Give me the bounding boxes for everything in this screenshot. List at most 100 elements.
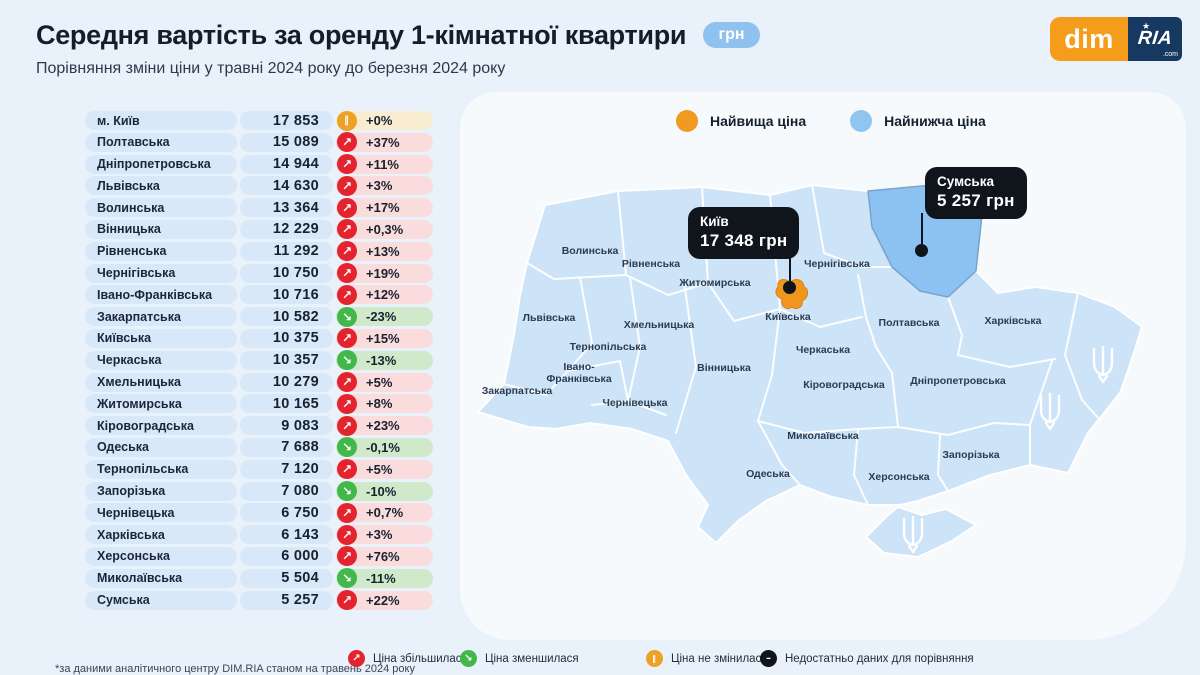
currency-badge: грн	[703, 21, 760, 48]
change-pill: ↗ +37%	[336, 132, 433, 153]
trident-icon-donetsk	[1039, 392, 1061, 431]
trend-icon: ↗	[337, 502, 357, 523]
region-name: Вінницька	[85, 219, 237, 239]
kyiv-callout: Київ 17 348 грн	[688, 207, 800, 259]
table-row: Житомирська 10 165 ↗ +8%	[85, 393, 433, 414]
table-row: Волинська 13 364 ↗ +17%	[85, 197, 433, 218]
trend-icon: ↘	[337, 481, 357, 502]
change-percent: +37%	[366, 134, 400, 150]
table-row: Рівненська 11 292 ↗ +13%	[85, 241, 433, 262]
table-row: Сумська 5 257 ↗ +22%	[85, 590, 433, 611]
region-name: Дніпропетровська	[85, 154, 237, 174]
region-label: Дніпропетровська	[910, 375, 1006, 387]
region-name: Чернігівська	[85, 263, 237, 283]
trend-icon: ↗	[337, 241, 357, 262]
footer-legend-label: Ціна зменшилася	[485, 652, 579, 665]
change-percent: +8%	[366, 396, 393, 412]
trend-icon: ↗	[337, 197, 357, 218]
region-name: Закарпатська	[85, 307, 237, 327]
table-row: Херсонська 6 000 ↗ +76%	[85, 546, 433, 567]
table-row: Чернівецька 6 750 ↗ +0,7%	[85, 502, 433, 523]
change-percent: +13%	[366, 243, 400, 259]
region-name: Кіровоградська	[85, 416, 237, 436]
region-name: Харківська	[85, 525, 237, 545]
trend-icon: ↘	[337, 350, 357, 371]
callout-value: 5 257 грн	[937, 191, 1015, 210]
table-row: Запорізька 7 080 ↘ -10%	[85, 481, 433, 502]
footer-legend-label: Недостатньо даних для порівняння	[785, 652, 974, 665]
region-label: Харківська	[984, 315, 1041, 327]
price-value: 6 750	[240, 503, 333, 523]
change-pill: ↗ +13%	[336, 241, 433, 262]
change-pill: ↘ -23%	[336, 306, 433, 327]
price-value: 10 582	[240, 307, 333, 327]
change-percent: +3%	[366, 178, 393, 194]
change-pill: ↗ +8%	[336, 393, 433, 414]
change-percent: +22%	[366, 592, 400, 608]
change-pill: ↗ +22%	[336, 590, 433, 611]
sumska-callout: Сумська 5 257 грн	[925, 167, 1027, 219]
price-value: 12 229	[240, 219, 333, 239]
change-pill: ↗ +5%	[336, 459, 433, 480]
trend-icon: ‖	[337, 110, 357, 131]
change-pill: ↗ +15%	[336, 328, 433, 349]
footer-legend-up: ↗ Ціна збільшилася	[348, 650, 468, 667]
region-label: Хмельницька	[624, 319, 695, 331]
trend-icon: ↗	[337, 459, 357, 480]
table-row: Львівська 14 630 ↗ +3%	[85, 175, 433, 196]
table-row: Чернігівська 10 750 ↗ +19%	[85, 263, 433, 284]
table-row: Полтавська 15 089 ↗ +37%	[85, 132, 433, 153]
price-value: 7 080	[240, 481, 333, 501]
region-label: Херсонська	[868, 471, 929, 483]
price-value: 10 750	[240, 263, 333, 283]
change-pill: ↗ +5%	[336, 372, 433, 393]
change-percent: +0,3%	[366, 221, 404, 237]
change-pill: ↘ -11%	[336, 568, 433, 589]
highest-price-dot-icon	[676, 110, 698, 132]
price-value: 10 716	[240, 285, 333, 305]
region-label: Миколаївська	[787, 430, 859, 442]
legend-item-highest: Найвища ціна	[676, 110, 806, 132]
footer-legend-down: ↘ Ціна зменшилася	[460, 650, 579, 667]
table-row: м. Київ 17 853 ‖ +0%	[85, 110, 433, 131]
region-label: Вінницька	[697, 362, 751, 374]
table-row: Тернопільська 7 120 ↗ +5%	[85, 459, 433, 480]
change-pill: ↗ +0,7%	[336, 502, 433, 523]
table-row: Івано-Франківська 10 716 ↗ +12%	[85, 284, 433, 305]
trend-icon: ↗	[337, 175, 357, 196]
region-label: Чернівецька	[602, 397, 667, 409]
trend-icon: ↗	[337, 132, 357, 153]
region-label: Кіровоградська	[803, 379, 885, 391]
trend-icon: ↗	[337, 219, 357, 240]
price-value: 6 143	[240, 525, 333, 545]
price-value: 13 364	[240, 198, 333, 218]
region-name: Волинська	[85, 198, 237, 218]
price-up-icon: ↗	[348, 650, 365, 667]
table-row: Одеська 7 688 ↘ -0,1%	[85, 437, 433, 458]
region-label: Одеська	[746, 468, 790, 480]
price-value: 7 120	[240, 459, 333, 479]
price-value: 5 257	[240, 590, 333, 610]
callout-title: Київ	[700, 214, 729, 229]
change-percent: +5%	[366, 461, 393, 477]
region-name: Черкаська	[85, 350, 237, 370]
region-label: Івано-	[563, 361, 595, 373]
change-percent: +0%	[366, 113, 393, 128]
region-label: Черкаська	[796, 344, 850, 356]
change-pill: ↘ -13%	[336, 350, 433, 371]
brand-logo: dim ★ RIA .com	[1050, 17, 1182, 61]
change-pill: ↗ +11%	[336, 154, 433, 175]
ria-com-text: .com	[1162, 51, 1178, 58]
legend-label: Найнижча ціна	[884, 113, 986, 129]
table-row: Хмельницька 10 279 ↗ +5%	[85, 372, 433, 393]
region-label: Франківська	[546, 373, 611, 385]
trend-icon: ↗	[337, 372, 357, 393]
lowest-price-dot-icon	[850, 110, 873, 132]
region-name: Тернопільська	[85, 459, 237, 479]
trend-icon: ↗	[337, 524, 357, 545]
no-data-icon: –	[760, 650, 777, 667]
sumska-callout-dot	[915, 244, 928, 257]
change-percent: +0,7%	[366, 505, 404, 521]
kyiv-callout-pointer	[789, 255, 791, 287]
region-label: Київська	[765, 311, 811, 323]
